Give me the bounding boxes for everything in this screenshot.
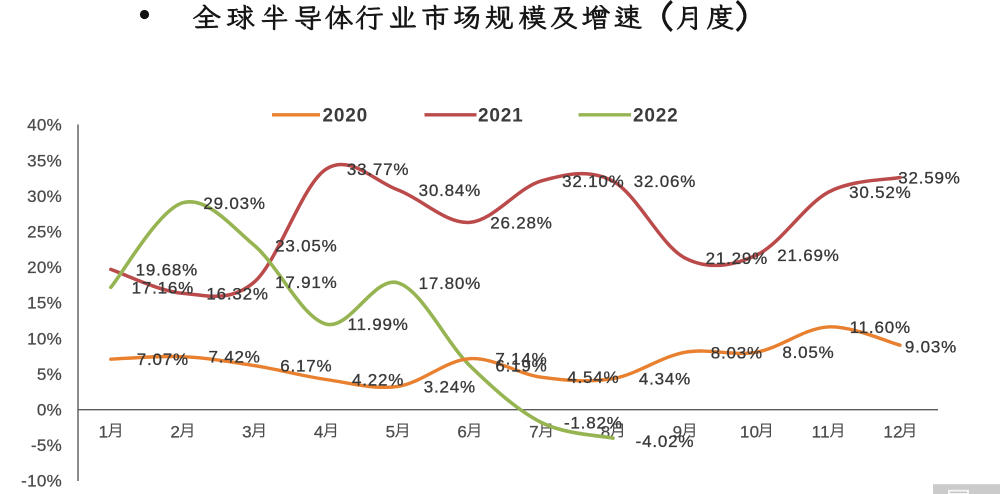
svg-text:4.22%: 4.22%	[352, 371, 404, 390]
svg-text:-10%: -10%	[21, 472, 62, 491]
svg-text:25%: 25%	[27, 223, 62, 242]
svg-text:-5%: -5%	[31, 436, 62, 455]
svg-text:1: 1	[99, 423, 109, 442]
svg-text:6.17%: 6.17%	[280, 357, 332, 376]
svg-text:16.32%: 16.32%	[206, 284, 268, 303]
svg-text:8: 8	[601, 423, 611, 442]
svg-text:21.29%: 21.29%	[706, 249, 768, 268]
svg-text:12: 12	[883, 423, 903, 442]
svg-text:33.77%: 33.77%	[347, 160, 409, 179]
svg-text:3.24%: 3.24%	[424, 377, 476, 396]
svg-text:17.80%: 17.80%	[419, 274, 481, 293]
svg-text:3: 3	[242, 423, 252, 442]
svg-text:2022: 2022	[633, 106, 678, 127]
svg-text:8.05%: 8.05%	[782, 343, 834, 362]
svg-text:0%: 0%	[37, 401, 62, 420]
svg-text:6.19%: 6.19%	[495, 356, 547, 375]
svg-text:7: 7	[529, 423, 539, 442]
svg-text:40%: 40%	[27, 116, 62, 135]
svg-text:7.14%: 7.14%	[495, 350, 547, 369]
svg-text:11: 11	[812, 423, 830, 442]
svg-text:8.03%: 8.03%	[711, 343, 763, 362]
svg-text:23.05%: 23.05%	[275, 236, 337, 255]
svg-text:9.03%: 9.03%	[905, 338, 957, 357]
svg-text:17.91%: 17.91%	[275, 273, 337, 292]
svg-text:7.07%: 7.07%	[137, 350, 189, 369]
svg-text:5%: 5%	[37, 365, 62, 384]
svg-text:30.52%: 30.52%	[849, 183, 911, 202]
svg-text:10: 10	[740, 423, 760, 442]
svg-text:2: 2	[170, 423, 180, 442]
svg-text:15%: 15%	[27, 294, 62, 313]
svg-text:5: 5	[386, 423, 396, 442]
svg-text:29.03%: 29.03%	[203, 194, 265, 213]
svg-text:30.84%: 30.84%	[419, 181, 481, 200]
svg-text:26.28%: 26.28%	[490, 213, 552, 232]
svg-text:-4.02%: -4.02%	[636, 432, 695, 451]
svg-text:32.06%: 32.06%	[634, 172, 696, 191]
svg-text:6: 6	[457, 423, 467, 442]
svg-text:-1.82%: -1.82%	[564, 414, 623, 433]
svg-text:17.16%: 17.16%	[132, 278, 194, 297]
svg-text:19.68%: 19.68%	[136, 260, 198, 279]
svg-text:7.42%: 7.42%	[208, 348, 260, 367]
svg-text:11.60%: 11.60%	[850, 318, 911, 337]
svg-text:35%: 35%	[27, 151, 62, 170]
svg-text:30%: 30%	[27, 187, 62, 206]
svg-text:11.99%: 11.99%	[347, 315, 408, 334]
svg-text:21.69%: 21.69%	[777, 246, 839, 265]
svg-text:4.54%: 4.54%	[567, 368, 619, 387]
svg-text:10%: 10%	[27, 329, 62, 348]
svg-text:4: 4	[314, 423, 324, 442]
svg-text:20%: 20%	[27, 258, 62, 277]
svg-text:2021: 2021	[478, 106, 523, 127]
svg-text:9: 9	[673, 423, 683, 442]
svg-text:32.10%: 32.10%	[562, 172, 624, 191]
svg-text:4.34%: 4.34%	[639, 370, 691, 389]
svg-text:2020: 2020	[323, 106, 368, 127]
svg-text:32.59%: 32.59%	[898, 169, 960, 188]
